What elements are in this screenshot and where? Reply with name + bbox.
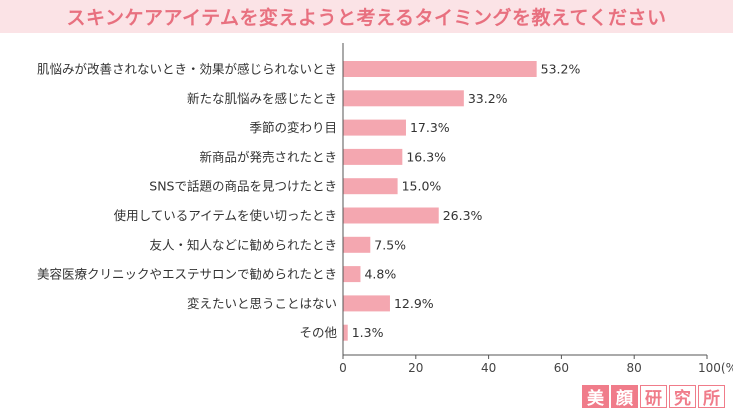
category-label: 美容医療クリニックやエステサロンで勧められたとき	[37, 267, 337, 282]
bar	[343, 266, 361, 283]
category-label: 季節の変わり目	[249, 120, 337, 135]
brand-logo: 美 顔 研 究 所	[582, 385, 725, 409]
x-tick-label: 80	[627, 361, 642, 375]
bar	[343, 236, 371, 253]
x-tick-label: 60	[554, 361, 569, 375]
data-label: 15.0%	[402, 179, 442, 194]
category-label: 変えたいと思うことはない	[187, 296, 337, 311]
bar	[343, 61, 537, 77]
brand-logo-char: 所	[698, 385, 725, 409]
category-label: SNSで話題の商品を見つけたとき	[149, 179, 337, 194]
data-label: 4.8%	[364, 267, 396, 282]
category-label: その他	[299, 325, 337, 340]
data-label: 26.3%	[443, 208, 483, 223]
brand-logo-char: 究	[669, 385, 696, 409]
data-label: 7.5%	[374, 237, 406, 252]
category-label: 友人・知人などに勧められたとき	[149, 237, 337, 252]
chart-title-bar: スキンケアアイテムを変えようと考えるタイミングを教えてください	[0, 0, 733, 33]
bar	[343, 90, 464, 107]
category-label: 使用しているアイテムを使い切ったとき	[114, 208, 337, 223]
brand-logo-char: 研	[640, 385, 667, 409]
data-label: 53.2%	[541, 62, 581, 77]
chart-title: スキンケアアイテムを変えようと考えるタイミングを教えてください	[66, 7, 667, 29]
data-label: 12.9%	[394, 296, 434, 311]
bar	[343, 178, 398, 195]
bar	[343, 295, 390, 312]
data-label: 1.3%	[352, 325, 384, 340]
brand-logo-char: 美	[582, 385, 609, 409]
bar	[343, 324, 348, 341]
category-label: 新商品が発売されたとき	[199, 149, 337, 164]
bar	[343, 119, 406, 136]
data-label: 17.3%	[410, 120, 450, 135]
x-tick-label: 100(%)	[698, 361, 733, 375]
data-label: 33.2%	[468, 91, 508, 106]
bar	[343, 148, 403, 165]
brand-logo-char: 顔	[611, 385, 638, 409]
category-label: 新たな肌悩みを感じたとき	[187, 91, 337, 106]
category-label: 肌悩みが改善されないとき・効果が感じられないとき	[37, 62, 337, 77]
x-tick-label: 40	[481, 361, 496, 375]
data-label: 16.3%	[406, 149, 446, 164]
x-tick-label: 20	[408, 361, 423, 375]
bar	[343, 207, 439, 224]
x-tick-label: 0	[339, 361, 347, 375]
